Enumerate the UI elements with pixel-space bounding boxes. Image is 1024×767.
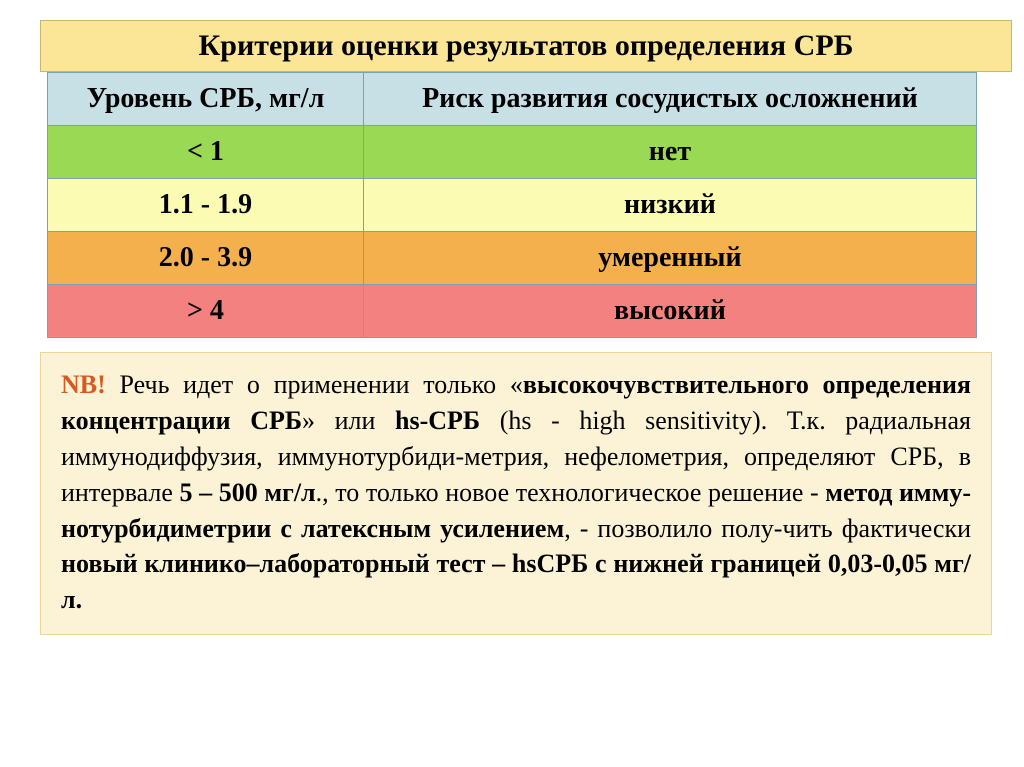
note-text: новый клинико–лабораторный тест – hsСРБ … [61, 549, 971, 614]
cell-level: 2.0 - 3.9 [48, 232, 364, 285]
cell-risk: низкий [363, 179, 976, 232]
note-text: Речь идет о применении только « [106, 370, 523, 399]
table-row: 1.1 - 1.9 низкий [48, 179, 977, 232]
note-box: NB! Речь идет о применении только «высок… [40, 352, 992, 635]
table-row: 2.0 - 3.9 умеренный [48, 232, 977, 285]
page-title: Критерии оценки результатов определения … [40, 20, 1012, 72]
note-text: hs-СРБ [395, 406, 480, 435]
cell-level: 1.1 - 1.9 [48, 179, 364, 232]
header-risk: Риск развития сосудистых осложнений [363, 73, 976, 126]
cell-level: < 1 [48, 126, 364, 179]
note-text: ., то только новое технологическое решен… [316, 478, 826, 507]
cell-risk: умеренный [363, 232, 976, 285]
table-header-row: Уровень СРБ, мг/л Риск развития сосудист… [48, 73, 977, 126]
note-text: » или [302, 406, 395, 435]
table-row: > 4 высокий [48, 285, 977, 338]
cell-level: > 4 [48, 285, 364, 338]
cell-risk: нет [363, 126, 976, 179]
note-text: , - позволило полу-чить фактически [564, 514, 971, 543]
slide: { "title": "Критерии оценки результатов … [0, 0, 1024, 767]
header-level: Уровень СРБ, мг/л [48, 73, 364, 126]
table-row: < 1 нет [48, 126, 977, 179]
cell-risk: высокий [363, 285, 976, 338]
nb-label: NB! [61, 370, 106, 399]
note-text: 5 – 500 мг/л [180, 478, 316, 507]
risk-table: Уровень СРБ, мг/л Риск развития сосудист… [47, 72, 977, 338]
